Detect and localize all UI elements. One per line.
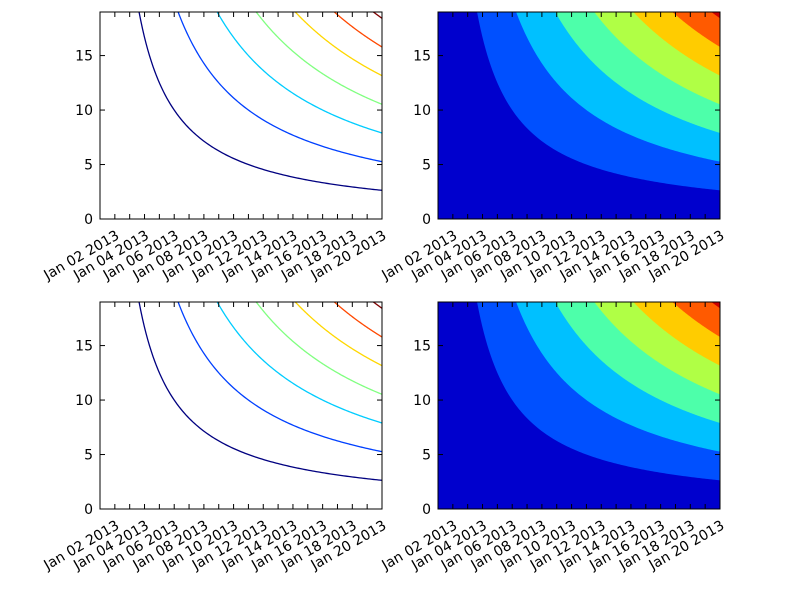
contour-line-300 xyxy=(333,302,382,338)
y-tick-label: 5 xyxy=(422,448,431,464)
y-tick-label: 5 xyxy=(84,448,93,464)
y-tick-label: 10 xyxy=(75,393,93,409)
axes-frame xyxy=(437,301,721,510)
y-tick-label: 10 xyxy=(413,103,431,119)
plot-area xyxy=(438,302,720,509)
contour-line-350 xyxy=(372,12,382,19)
contour-band-7 xyxy=(711,302,720,309)
contour-line-50 xyxy=(138,302,382,481)
y-tick-label: 15 xyxy=(413,339,431,355)
plot-area xyxy=(438,12,720,219)
contour-band-6 xyxy=(672,12,720,47)
y-tick-label: 0 xyxy=(84,502,93,518)
contour-line-250 xyxy=(294,12,382,77)
contour-line-200 xyxy=(255,12,382,105)
contour-line-350 xyxy=(372,302,382,309)
plot-area xyxy=(100,302,382,509)
contour-line-200 xyxy=(255,302,382,395)
y-tick-label: 0 xyxy=(84,212,93,228)
contour-line-150 xyxy=(216,12,382,134)
y-tick-label: 15 xyxy=(413,49,431,65)
contour-line-250 xyxy=(294,302,382,367)
contour-line-300 xyxy=(333,12,382,48)
contour-band-6 xyxy=(672,302,720,337)
y-tick-label: 15 xyxy=(75,49,93,65)
axes-frame xyxy=(99,301,383,510)
y-tick-label: 10 xyxy=(75,103,93,119)
y-tick-label: 0 xyxy=(422,502,431,518)
y-tick-label: 10 xyxy=(413,393,431,409)
plot-area xyxy=(100,12,382,219)
y-tick-label: 5 xyxy=(84,158,93,174)
axes-background xyxy=(100,302,382,509)
contour-band-7 xyxy=(711,12,720,19)
contour-line-50 xyxy=(138,12,382,191)
axes-background xyxy=(100,12,382,219)
y-tick-label: 0 xyxy=(422,212,431,228)
contour-line-100 xyxy=(177,302,382,453)
y-tick-label: 15 xyxy=(75,339,93,355)
contour-line-100 xyxy=(177,12,382,163)
y-tick-label: 5 xyxy=(422,158,431,174)
axes-frame xyxy=(99,11,383,220)
contour-line-150 xyxy=(216,302,382,424)
axes-frame xyxy=(437,11,721,220)
